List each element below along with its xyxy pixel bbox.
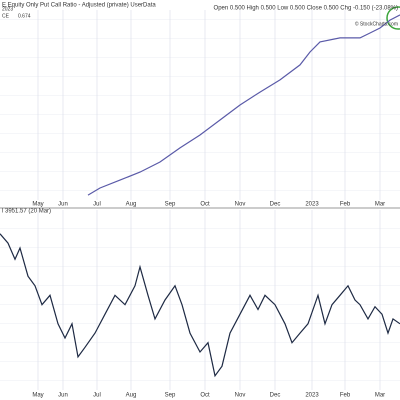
x-tick-label: May — [32, 393, 43, 399]
x-tick-label: 2023 — [305, 202, 319, 208]
x-tick-label: Aug — [126, 202, 137, 208]
highlight-circle — [386, 6, 400, 30]
x-tick-label: Nov — [235, 202, 246, 208]
x-tick-label: Oct — [200, 202, 210, 208]
x-tick-label: Mar — [375, 202, 385, 208]
panel-subtitle: Open 0.500 High 0.500 Low 0.500 Close 0.… — [214, 6, 398, 12]
x-tick-label: Feb — [340, 202, 351, 208]
grid-background — [0, 210, 400, 390]
x-tick-label: Sep — [165, 202, 176, 208]
price-line — [0, 233, 400, 378]
x-tick-label: Dec — [270, 202, 281, 208]
x-tick-label: Nov — [235, 393, 246, 399]
x-tick-label: Jul — [93, 202, 101, 208]
x-tick-label: May — [32, 202, 43, 208]
x-tick-label: Jun — [58, 393, 68, 399]
annotation: CE — [2, 13, 10, 19]
x-tick-label: Sep — [165, 393, 176, 399]
panel-title: l 3951.57 (20 Mar) — [2, 209, 51, 215]
annotation: 0.674 — [18, 13, 31, 19]
x-tick-label: Aug — [126, 393, 137, 399]
x-tick-label: 2023 — [305, 393, 319, 399]
x-tick-label: Oct — [200, 393, 210, 399]
x-tick-label: Mar — [375, 393, 385, 399]
x-tick-label: Dec — [270, 393, 281, 399]
x-tick-label: Feb — [340, 393, 351, 399]
x-tick-label: Jun — [58, 202, 68, 208]
annotation: © StockCharts.com — [355, 20, 398, 27]
annotation: 2023 — [2, 6, 13, 12]
x-tick-label: Jul — [93, 393, 101, 399]
grid-background — [0, 10, 400, 200]
panel-title: E Equity Only Put Call Ratio - Adjusted … — [2, 3, 156, 9]
price-line — [87, 14, 400, 196]
